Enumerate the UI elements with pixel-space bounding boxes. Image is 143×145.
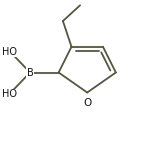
Text: HO: HO: [2, 89, 17, 99]
Text: HO: HO: [2, 47, 17, 57]
Text: B: B: [27, 68, 33, 77]
Text: O: O: [83, 98, 91, 108]
